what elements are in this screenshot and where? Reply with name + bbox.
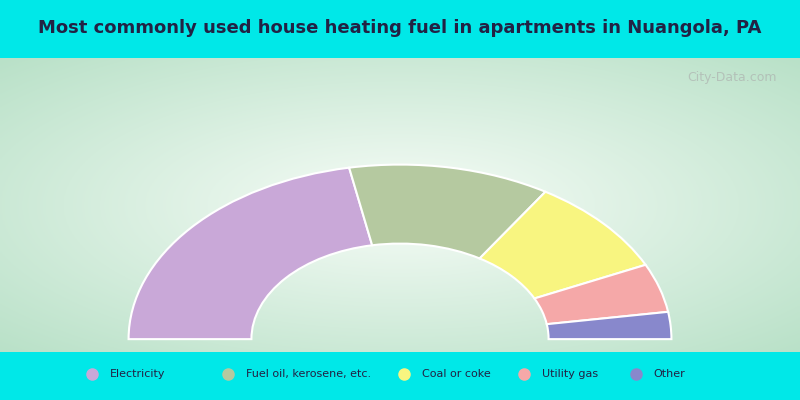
Wedge shape — [480, 192, 646, 298]
Wedge shape — [349, 164, 546, 258]
Wedge shape — [129, 168, 372, 339]
Wedge shape — [534, 265, 668, 324]
Text: Fuel oil, kerosene, etc.: Fuel oil, kerosene, etc. — [246, 369, 370, 378]
Text: Most commonly used house heating fuel in apartments in Nuangola, PA: Most commonly used house heating fuel in… — [38, 19, 762, 37]
Text: Coal or coke: Coal or coke — [422, 369, 490, 378]
Text: Utility gas: Utility gas — [542, 369, 598, 378]
Text: Electricity: Electricity — [110, 369, 165, 378]
Text: City-Data.com: City-Data.com — [688, 71, 777, 84]
Text: Other: Other — [654, 369, 686, 378]
Wedge shape — [546, 312, 671, 339]
